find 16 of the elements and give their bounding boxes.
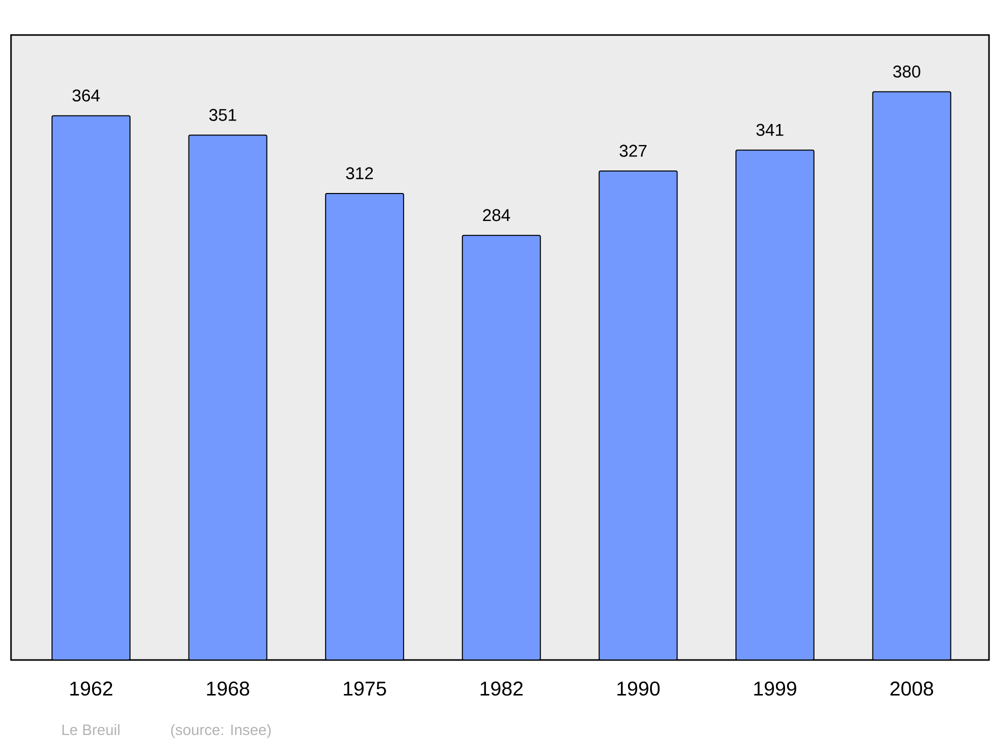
- x-tick-label: 1962: [70, 682, 112, 696]
- data-label: 351: [209, 108, 236, 121]
- data-label: 327: [620, 144, 646, 157]
- data-label: 380: [893, 66, 920, 78]
- x-tick-label: 1990: [617, 682, 660, 696]
- data-label: 341: [756, 124, 784, 136]
- data-label: 312: [346, 167, 373, 180]
- data-label: 284: [483, 209, 510, 222]
- x-tick-label: 1975: [344, 682, 386, 696]
- x-tick-label: 1968: [207, 682, 250, 696]
- data-label: 364: [72, 89, 100, 102]
- text: Le Breuil: [62, 724, 120, 736]
- x-tick-label: 1999: [754, 682, 796, 696]
- text: (source: Insee): [171, 724, 271, 738]
- x-tick-label: 2008: [890, 682, 934, 696]
- x-tick-label: 1982: [480, 682, 523, 696]
